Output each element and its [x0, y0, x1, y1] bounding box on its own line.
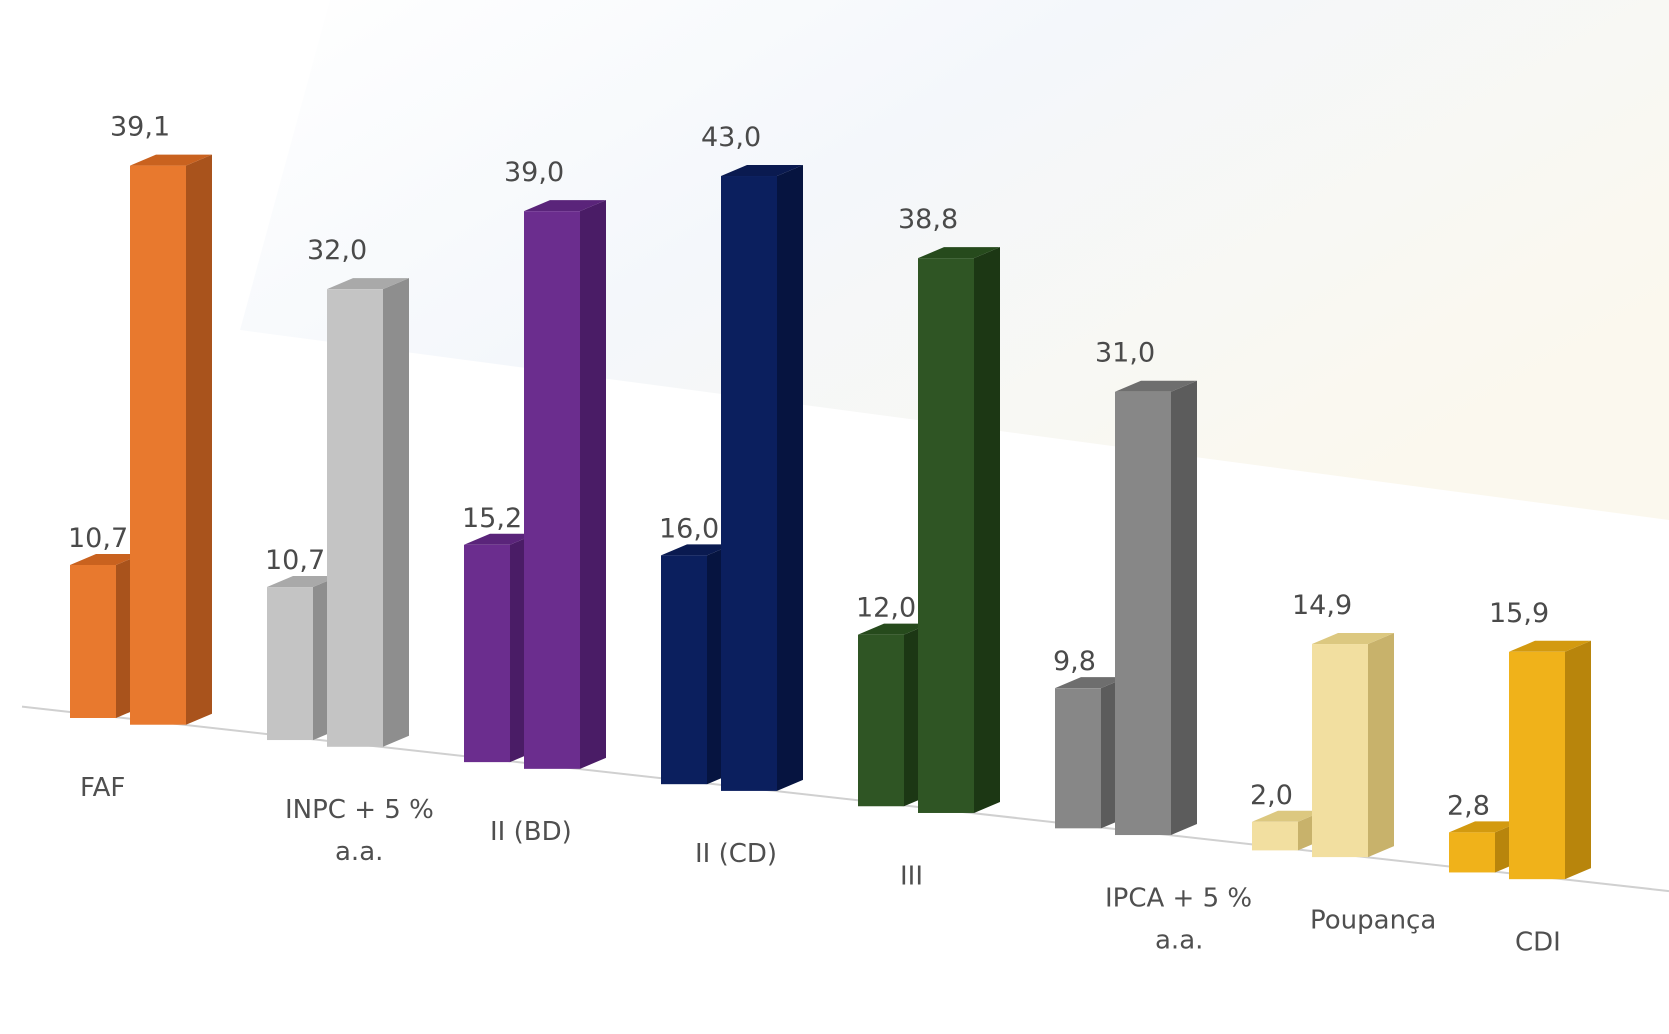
bar-series2-6: [1312, 633, 1394, 858]
value-label-series1: 2,0: [1250, 780, 1293, 811]
value-label-series1: 15,2: [462, 503, 522, 534]
bar-series1-7: [1449, 821, 1521, 873]
value-label-series1: 10,7: [265, 545, 325, 576]
category-label: CDI: [1515, 927, 1561, 957]
value-label-series2: 38,8: [898, 204, 958, 235]
value-label-series2: 31,0: [1095, 338, 1155, 369]
category-label: FAF: [80, 773, 125, 803]
bar-series2-1: [327, 278, 409, 747]
category-label: INPC + 5 % a.a.: [285, 795, 434, 867]
category-label: II (CD): [695, 839, 777, 869]
category-label: II (BD): [490, 817, 572, 847]
bar-series2-5: [1115, 380, 1197, 836]
bar-series2-4: [918, 247, 1000, 813]
value-label-series2: 39,1: [110, 112, 170, 143]
value-label-series2: 14,9: [1292, 590, 1352, 621]
value-label-series1: 10,7: [68, 523, 128, 554]
value-label-series2: 32,0: [307, 235, 367, 266]
value-label-series1: 16,0: [659, 513, 719, 544]
value-label-series2: 15,9: [1489, 598, 1549, 629]
bar-series2-2: [524, 200, 606, 769]
bar-series2-0: [130, 154, 212, 725]
value-label-series2: 43,0: [701, 122, 761, 153]
bar-series2-7: [1509, 640, 1591, 880]
category-label: III: [900, 861, 923, 891]
bar-series2-3: [721, 165, 803, 791]
value-label-series1: 9,8: [1053, 646, 1096, 677]
value-label-series1: 2,8: [1447, 790, 1490, 821]
value-label-series2: 39,0: [504, 157, 564, 188]
category-label: IPCA + 5 % a.a.: [1105, 883, 1252, 955]
category-label: Poupança: [1310, 905, 1436, 935]
value-label-series1: 12,0: [856, 593, 916, 624]
